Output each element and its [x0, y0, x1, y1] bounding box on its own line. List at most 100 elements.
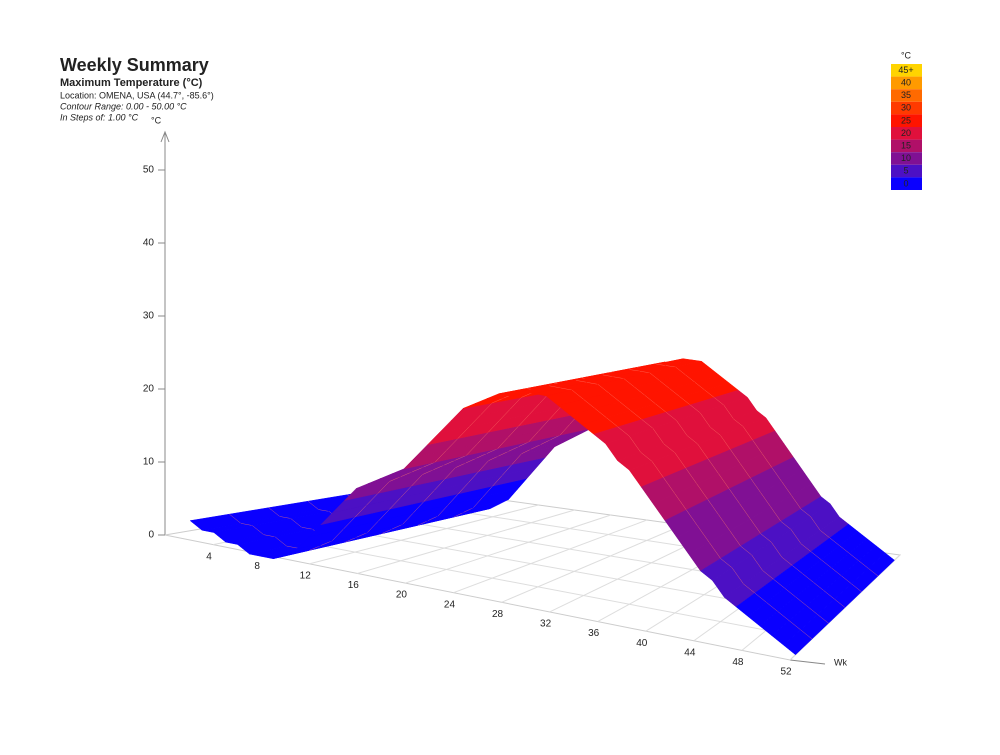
contour-line	[655, 403, 667, 413]
contour-line	[507, 425, 519, 438]
contour-line	[498, 451, 509, 457]
contour-range: Contour Range: 0.00 - 50.00 °C	[60, 101, 187, 111]
contour-line	[488, 420, 500, 433]
contour-line	[229, 513, 242, 524]
contour-line	[433, 464, 445, 471]
contour-line	[482, 485, 493, 498]
contour-line	[602, 374, 614, 378]
contour-line	[356, 532, 368, 538]
contour-line	[831, 567, 842, 576]
contour-line	[559, 424, 570, 436]
contour-line	[583, 399, 596, 409]
contour-line	[791, 495, 802, 510]
contour-line	[810, 516, 821, 531]
contour-line	[377, 481, 390, 494]
contour-line	[641, 419, 654, 429]
x-tick-label: 24	[444, 599, 456, 610]
contour-line	[508, 446, 519, 452]
x-tick-label: 36	[588, 628, 600, 639]
contour-line	[752, 440, 763, 455]
contour-line	[619, 401, 632, 411]
legend-label: 40	[901, 77, 911, 87]
contour-line	[422, 469, 434, 475]
contour-line	[848, 552, 859, 561]
contour-line	[788, 620, 801, 631]
contour-line	[478, 460, 489, 472]
contour-line	[531, 444, 541, 450]
contour-line	[606, 417, 618, 428]
contour-line	[518, 441, 529, 447]
contour-line	[697, 443, 709, 460]
contour-line	[629, 369, 640, 372]
contour-line	[659, 380, 671, 390]
chart-subtitle: Maximum Temperature (°C)	[60, 77, 203, 89]
contour-line	[437, 504, 449, 517]
contour-line	[817, 614, 829, 624]
contour-line	[473, 496, 484, 508]
contour-line	[427, 515, 439, 521]
contour-line	[623, 378, 635, 388]
contour-line	[644, 395, 656, 404]
contour-line	[663, 443, 675, 453]
contour-line	[400, 471, 413, 477]
contour-line	[771, 467, 782, 482]
steps: In Steps of: 1.00 °C	[60, 112, 139, 122]
contour-line	[704, 389, 715, 398]
legend-swatch	[891, 127, 922, 140]
contour-line	[488, 455, 499, 461]
contour-line	[477, 432, 489, 445]
contour-line	[332, 528, 344, 541]
contour-line	[740, 545, 752, 556]
contour-line	[821, 559, 832, 568]
contour-line	[728, 488, 740, 504]
contour-line	[800, 629, 813, 640]
contour-line	[453, 512, 464, 518]
contour-line	[813, 582, 825, 591]
contour-line	[699, 412, 711, 428]
contour-line	[343, 516, 356, 530]
contour-line	[576, 380, 588, 383]
contour-line	[751, 554, 763, 571]
contour-line	[366, 493, 379, 506]
contour-line	[710, 427, 721, 436]
x-tick-label: 32	[540, 619, 552, 630]
contour-line	[802, 573, 814, 583]
x-tick-label: 20	[396, 590, 408, 601]
contour-line	[307, 500, 319, 510]
contour-line	[810, 551, 822, 560]
contour-line	[354, 505, 367, 518]
contour-line	[839, 545, 850, 554]
x-axis-label: Wk	[834, 657, 847, 667]
contour-line	[400, 485, 412, 498]
contour-line	[739, 503, 751, 519]
contour-line	[723, 404, 734, 420]
contour-line	[548, 408, 560, 420]
x-tick-label: 52	[780, 667, 792, 678]
legend-label: 30	[901, 103, 911, 113]
contour-line	[780, 521, 792, 530]
z-tick-label: 10	[143, 457, 155, 468]
contour-line	[594, 408, 607, 418]
contour-line	[720, 435, 731, 450]
contour-line	[240, 523, 253, 526]
contour-line	[800, 543, 812, 552]
contour-line	[608, 392, 621, 403]
contour-line	[652, 428, 665, 445]
contour-line	[301, 527, 313, 530]
z-axis-arrow	[160, 130, 170, 143]
contour-line	[521, 448, 532, 454]
contour-line	[268, 507, 280, 517]
contour-line	[560, 387, 573, 391]
contour-line	[412, 466, 424, 473]
contour-line	[423, 490, 435, 502]
z-tick-label: 20	[143, 384, 155, 395]
contour-line	[790, 529, 802, 544]
contour-line	[446, 438, 459, 451]
grid-line	[309, 504, 539, 565]
contour-line	[649, 372, 661, 382]
contour-line	[286, 545, 299, 549]
grid-line	[405, 514, 611, 584]
legend-label: 0	[903, 178, 908, 188]
contour-line	[696, 483, 708, 500]
legend-swatch	[891, 101, 922, 115]
